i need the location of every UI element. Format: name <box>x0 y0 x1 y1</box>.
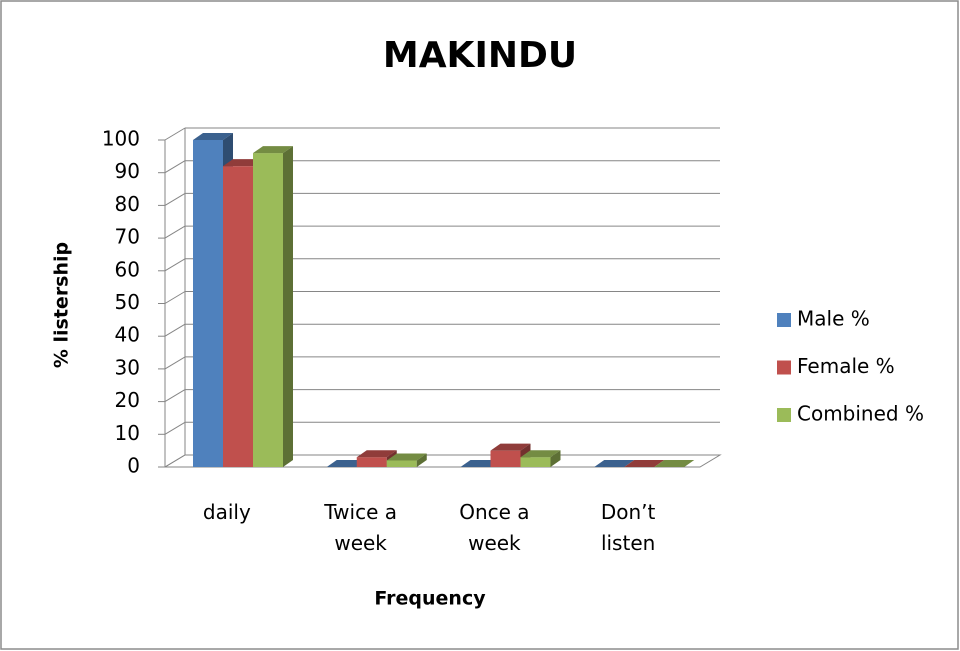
grid-line <box>164 323 186 337</box>
y-tick-label: 90 <box>115 159 140 183</box>
y-tick-label: 70 <box>115 225 140 249</box>
bar-side <box>283 146 293 467</box>
bar-top <box>594 460 635 467</box>
bar-top <box>654 460 695 467</box>
y-tick-label: 30 <box>115 355 140 379</box>
grid-line <box>164 291 186 304</box>
bar <box>654 460 695 467</box>
legend-swatch <box>777 313 791 327</box>
bar-top <box>490 443 531 451</box>
grid-line <box>164 389 186 403</box>
legend-swatch <box>777 360 791 375</box>
bar-top <box>386 453 427 461</box>
bar-front <box>386 460 417 467</box>
bar <box>386 453 427 467</box>
y-tick-label: 20 <box>115 388 140 412</box>
legend-label: Female % <box>797 354 895 378</box>
grid-line <box>164 192 186 206</box>
x-tick-label: daily <box>202 500 251 524</box>
bar-front <box>193 140 223 467</box>
bar-front <box>520 457 551 467</box>
bar-side <box>416 453 427 467</box>
bar <box>594 460 635 467</box>
y-tick-label: 0 <box>127 454 140 478</box>
legend-label: Male % <box>797 307 870 331</box>
bar <box>253 146 293 467</box>
x-tick-label: Don’t listen <box>600 500 656 555</box>
y-axis-label: % listership <box>51 242 73 368</box>
bar <box>624 460 665 467</box>
grid-line <box>164 127 186 141</box>
bar-top <box>356 450 397 458</box>
legend-label: Combined % <box>797 402 924 426</box>
bar-top <box>624 460 665 467</box>
chart-title: MAKINDU <box>383 35 577 76</box>
grid-line <box>164 421 186 435</box>
y-tick-label: 10 <box>115 421 140 445</box>
bar-front <box>356 457 387 467</box>
bar-side <box>550 450 561 467</box>
x-tick-label: Twice a week <box>324 500 397 555</box>
grid-line <box>164 356 186 370</box>
y-tick-label: 80 <box>115 192 140 216</box>
bar-front <box>253 153 283 467</box>
grid-line <box>164 225 186 239</box>
grid-line <box>164 454 186 468</box>
bar-front <box>490 450 521 467</box>
grid-line <box>164 258 186 272</box>
x-tick-label: Once a week <box>459 500 530 555</box>
bar-top <box>520 450 561 458</box>
bar <box>520 450 561 467</box>
y-tick-label: 50 <box>115 290 140 314</box>
legend-swatch <box>777 408 791 422</box>
y-tick-label: 60 <box>115 257 140 281</box>
y-tick-label: 100 <box>102 127 140 151</box>
bar <box>193 133 233 467</box>
x-axis-label: Frequency <box>374 588 486 610</box>
bar-top <box>253 146 293 154</box>
bar-top <box>193 133 233 140</box>
y-tick-label: 40 <box>115 323 140 347</box>
grid-line <box>164 160 186 174</box>
bar-front <box>223 166 253 467</box>
